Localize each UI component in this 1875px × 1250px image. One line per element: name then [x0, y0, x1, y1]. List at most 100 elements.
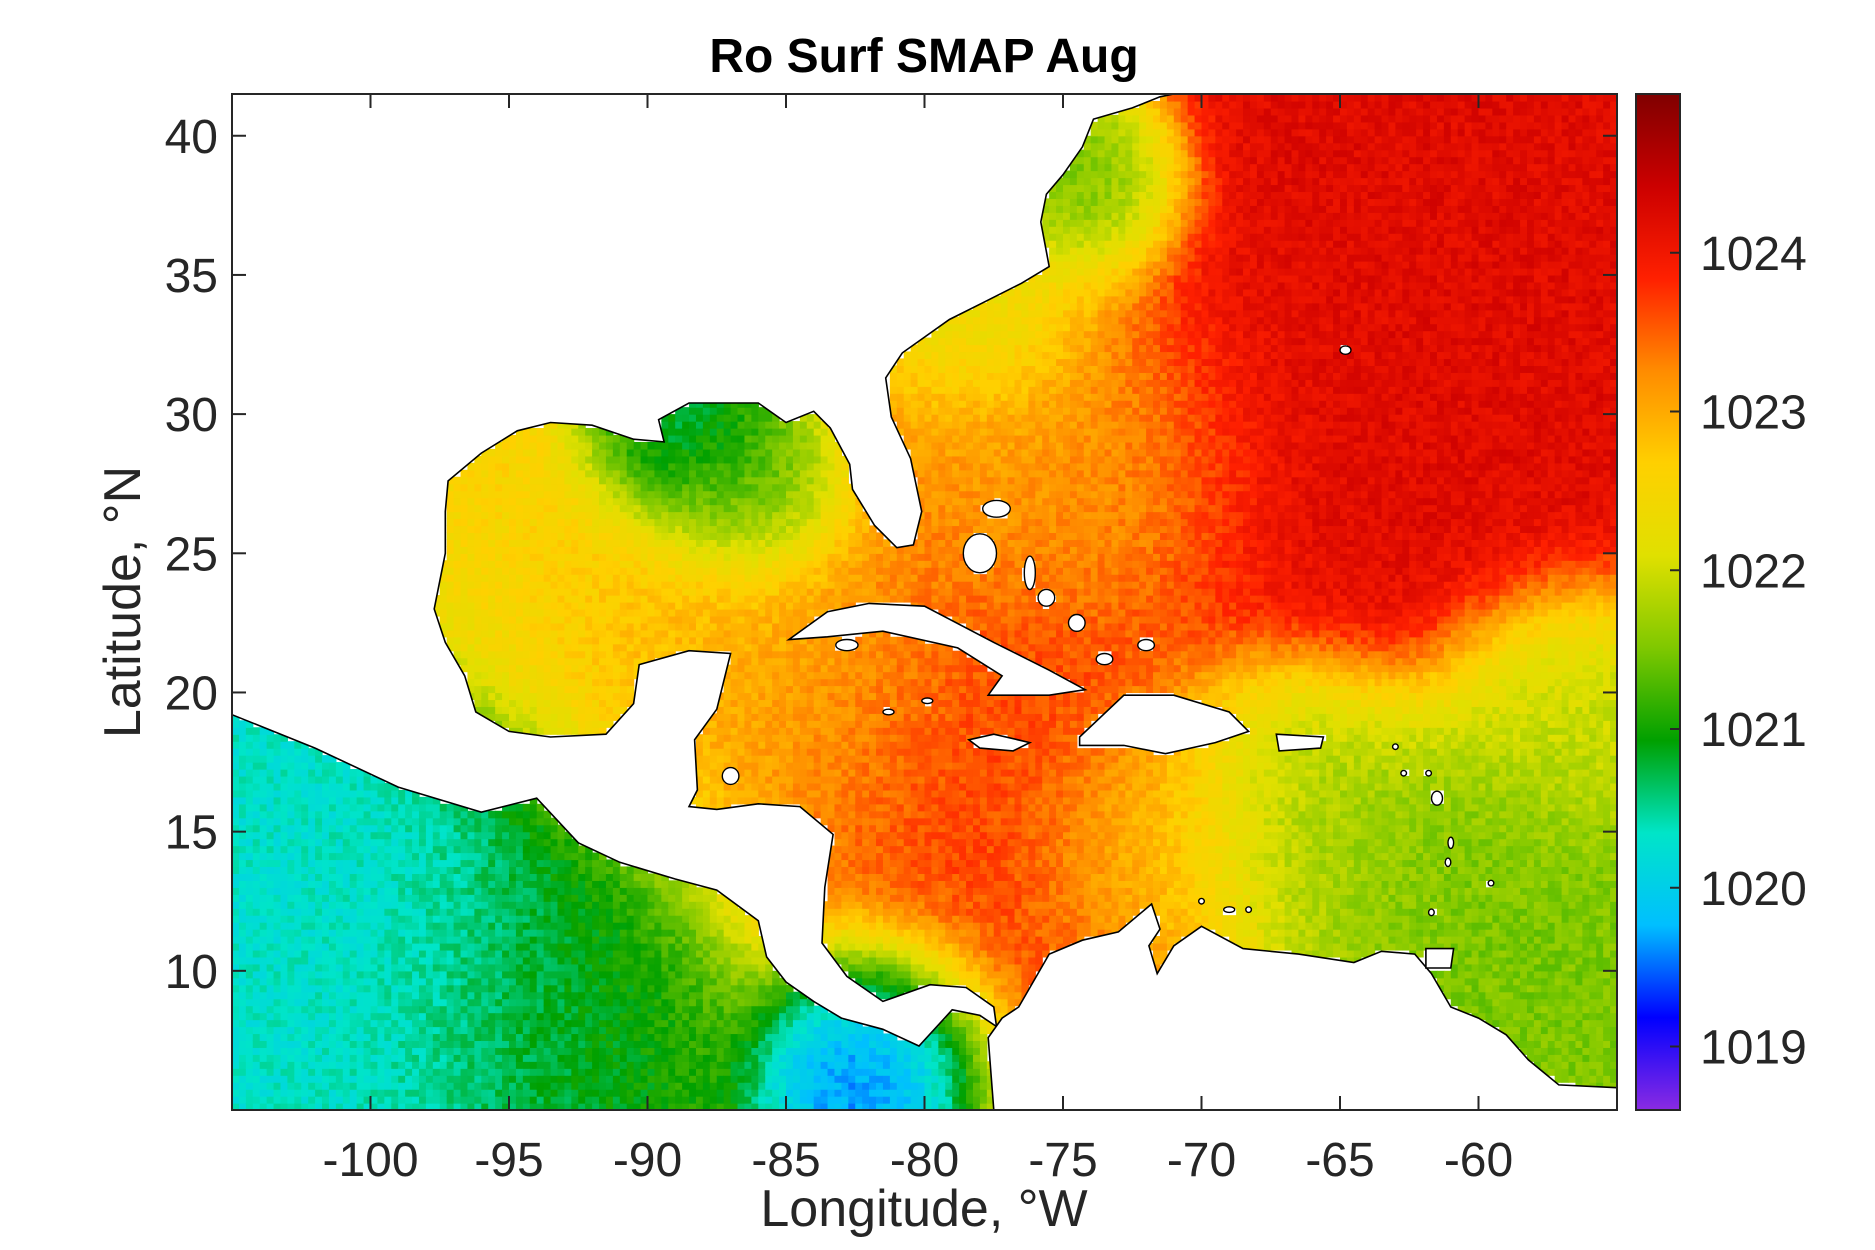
heatmap-cell [287, 949, 295, 958]
heatmap-cell [294, 1012, 302, 1021]
heatmap-cell [391, 963, 399, 972]
heatmap-cell [273, 845, 282, 854]
heatmap-cell [605, 567, 614, 575]
heatmap-cell [432, 880, 441, 888]
heatmap-cell [453, 936, 462, 944]
heatmap-cell [398, 887, 406, 895]
heatmap-cell [446, 490, 455, 499]
heatmap-cell [412, 831, 420, 840]
heatmap-cell [529, 956, 538, 965]
heatmap-cell [612, 713, 621, 721]
heatmap-cell [626, 984, 635, 993]
heatmap-cell [495, 546, 503, 554]
heatmap-cell [308, 817, 316, 826]
heatmap-cell [322, 984, 330, 993]
heatmap-cell [245, 1047, 254, 1055]
heatmap-cell [245, 1005, 254, 1014]
heatmap-cell [702, 1068, 711, 1076]
heatmap-cell [245, 741, 254, 749]
heatmap-cell [689, 1005, 697, 1014]
heatmap-cell [398, 977, 406, 986]
heatmap-cell [619, 560, 628, 568]
heatmap-cell [702, 1096, 711, 1104]
heatmap-cell [287, 873, 295, 881]
heatmap-cell [481, 581, 489, 589]
heatmap-cell [529, 539, 538, 547]
heatmap-cell [294, 998, 302, 1007]
heatmap-cell [266, 908, 275, 916]
heatmap-cell [550, 650, 559, 659]
heatmap-cell [550, 462, 559, 471]
heatmap-cell [495, 1103, 503, 1110]
heatmap-cell [723, 1054, 732, 1062]
heatmap-cell [709, 922, 718, 930]
heatmap-cell [412, 1033, 420, 1042]
heatmap-cell [328, 1040, 337, 1048]
heatmap-cell [522, 963, 531, 972]
heatmap-cell [232, 727, 240, 735]
heatmap-cell [515, 678, 524, 687]
heatmap-cell [605, 678, 614, 687]
heatmap-cell [370, 991, 379, 1000]
heatmap-cell [578, 511, 586, 520]
heatmap-cell [709, 998, 718, 1007]
heatmap-cell [647, 1040, 656, 1048]
heatmap-cell [377, 970, 385, 979]
heatmap-cell [370, 936, 379, 944]
heatmap-cell [557, 581, 565, 589]
heatmap-cell [619, 595, 628, 603]
heatmap-cell [702, 1075, 711, 1083]
heatmap-cell [578, 942, 586, 951]
heatmap-cell [432, 608, 441, 617]
heatmap-cell [536, 678, 545, 687]
heatmap-cell [301, 852, 309, 861]
heatmap-cell [564, 894, 572, 902]
heatmap-cell [592, 636, 600, 645]
heatmap-cell [571, 525, 579, 534]
heatmap-cell [578, 1012, 586, 1021]
heatmap-cell [315, 796, 323, 805]
heatmap-cell [398, 942, 406, 951]
heatmap-cell [599, 434, 607, 443]
heatmap-cell [453, 949, 462, 958]
heatmap-cell [640, 1075, 649, 1083]
heatmap-cell [709, 713, 718, 721]
heatmap-cell [557, 685, 565, 694]
heatmap-cell [252, 734, 261, 742]
heatmap-cell [398, 796, 406, 805]
heatmap-cell [675, 525, 683, 534]
heatmap-cell [495, 810, 503, 819]
heatmap-cell [238, 852, 247, 861]
heatmap-cell [412, 936, 420, 944]
heatmap-cell [737, 963, 746, 972]
heatmap-cell [335, 1033, 344, 1042]
heatmap-cell [695, 581, 704, 589]
heatmap-cell [322, 810, 330, 819]
heatmap-cell [723, 407, 732, 415]
heatmap-cell [522, 859, 531, 868]
heatmap-cell [682, 942, 690, 951]
heatmap-cell [425, 1061, 434, 1069]
heatmap-cell [266, 796, 275, 805]
heatmap-cell [349, 824, 358, 833]
heatmap-cell [467, 581, 475, 589]
heatmap-cell [509, 1103, 517, 1110]
heatmap-cell [245, 998, 254, 1007]
heatmap-cell [509, 643, 517, 652]
heatmap-cell [349, 769, 358, 777]
heatmap-cell [730, 448, 739, 457]
heatmap-cell [605, 581, 614, 589]
heatmap-cell [661, 504, 669, 513]
heatmap-cell [543, 490, 552, 499]
heatmap-cell [605, 490, 614, 499]
heatmap-cell [342, 1089, 351, 1097]
heatmap-cell [529, 838, 538, 847]
heatmap-cell [612, 671, 621, 680]
heatmap-cell [633, 650, 642, 659]
heatmap-cell [245, 873, 254, 881]
heatmap-cell [578, 671, 586, 680]
heatmap-cell [702, 901, 711, 909]
heatmap-cell [349, 1096, 358, 1104]
heatmap-cell [328, 1019, 337, 1028]
heatmap-cell [689, 1075, 697, 1083]
